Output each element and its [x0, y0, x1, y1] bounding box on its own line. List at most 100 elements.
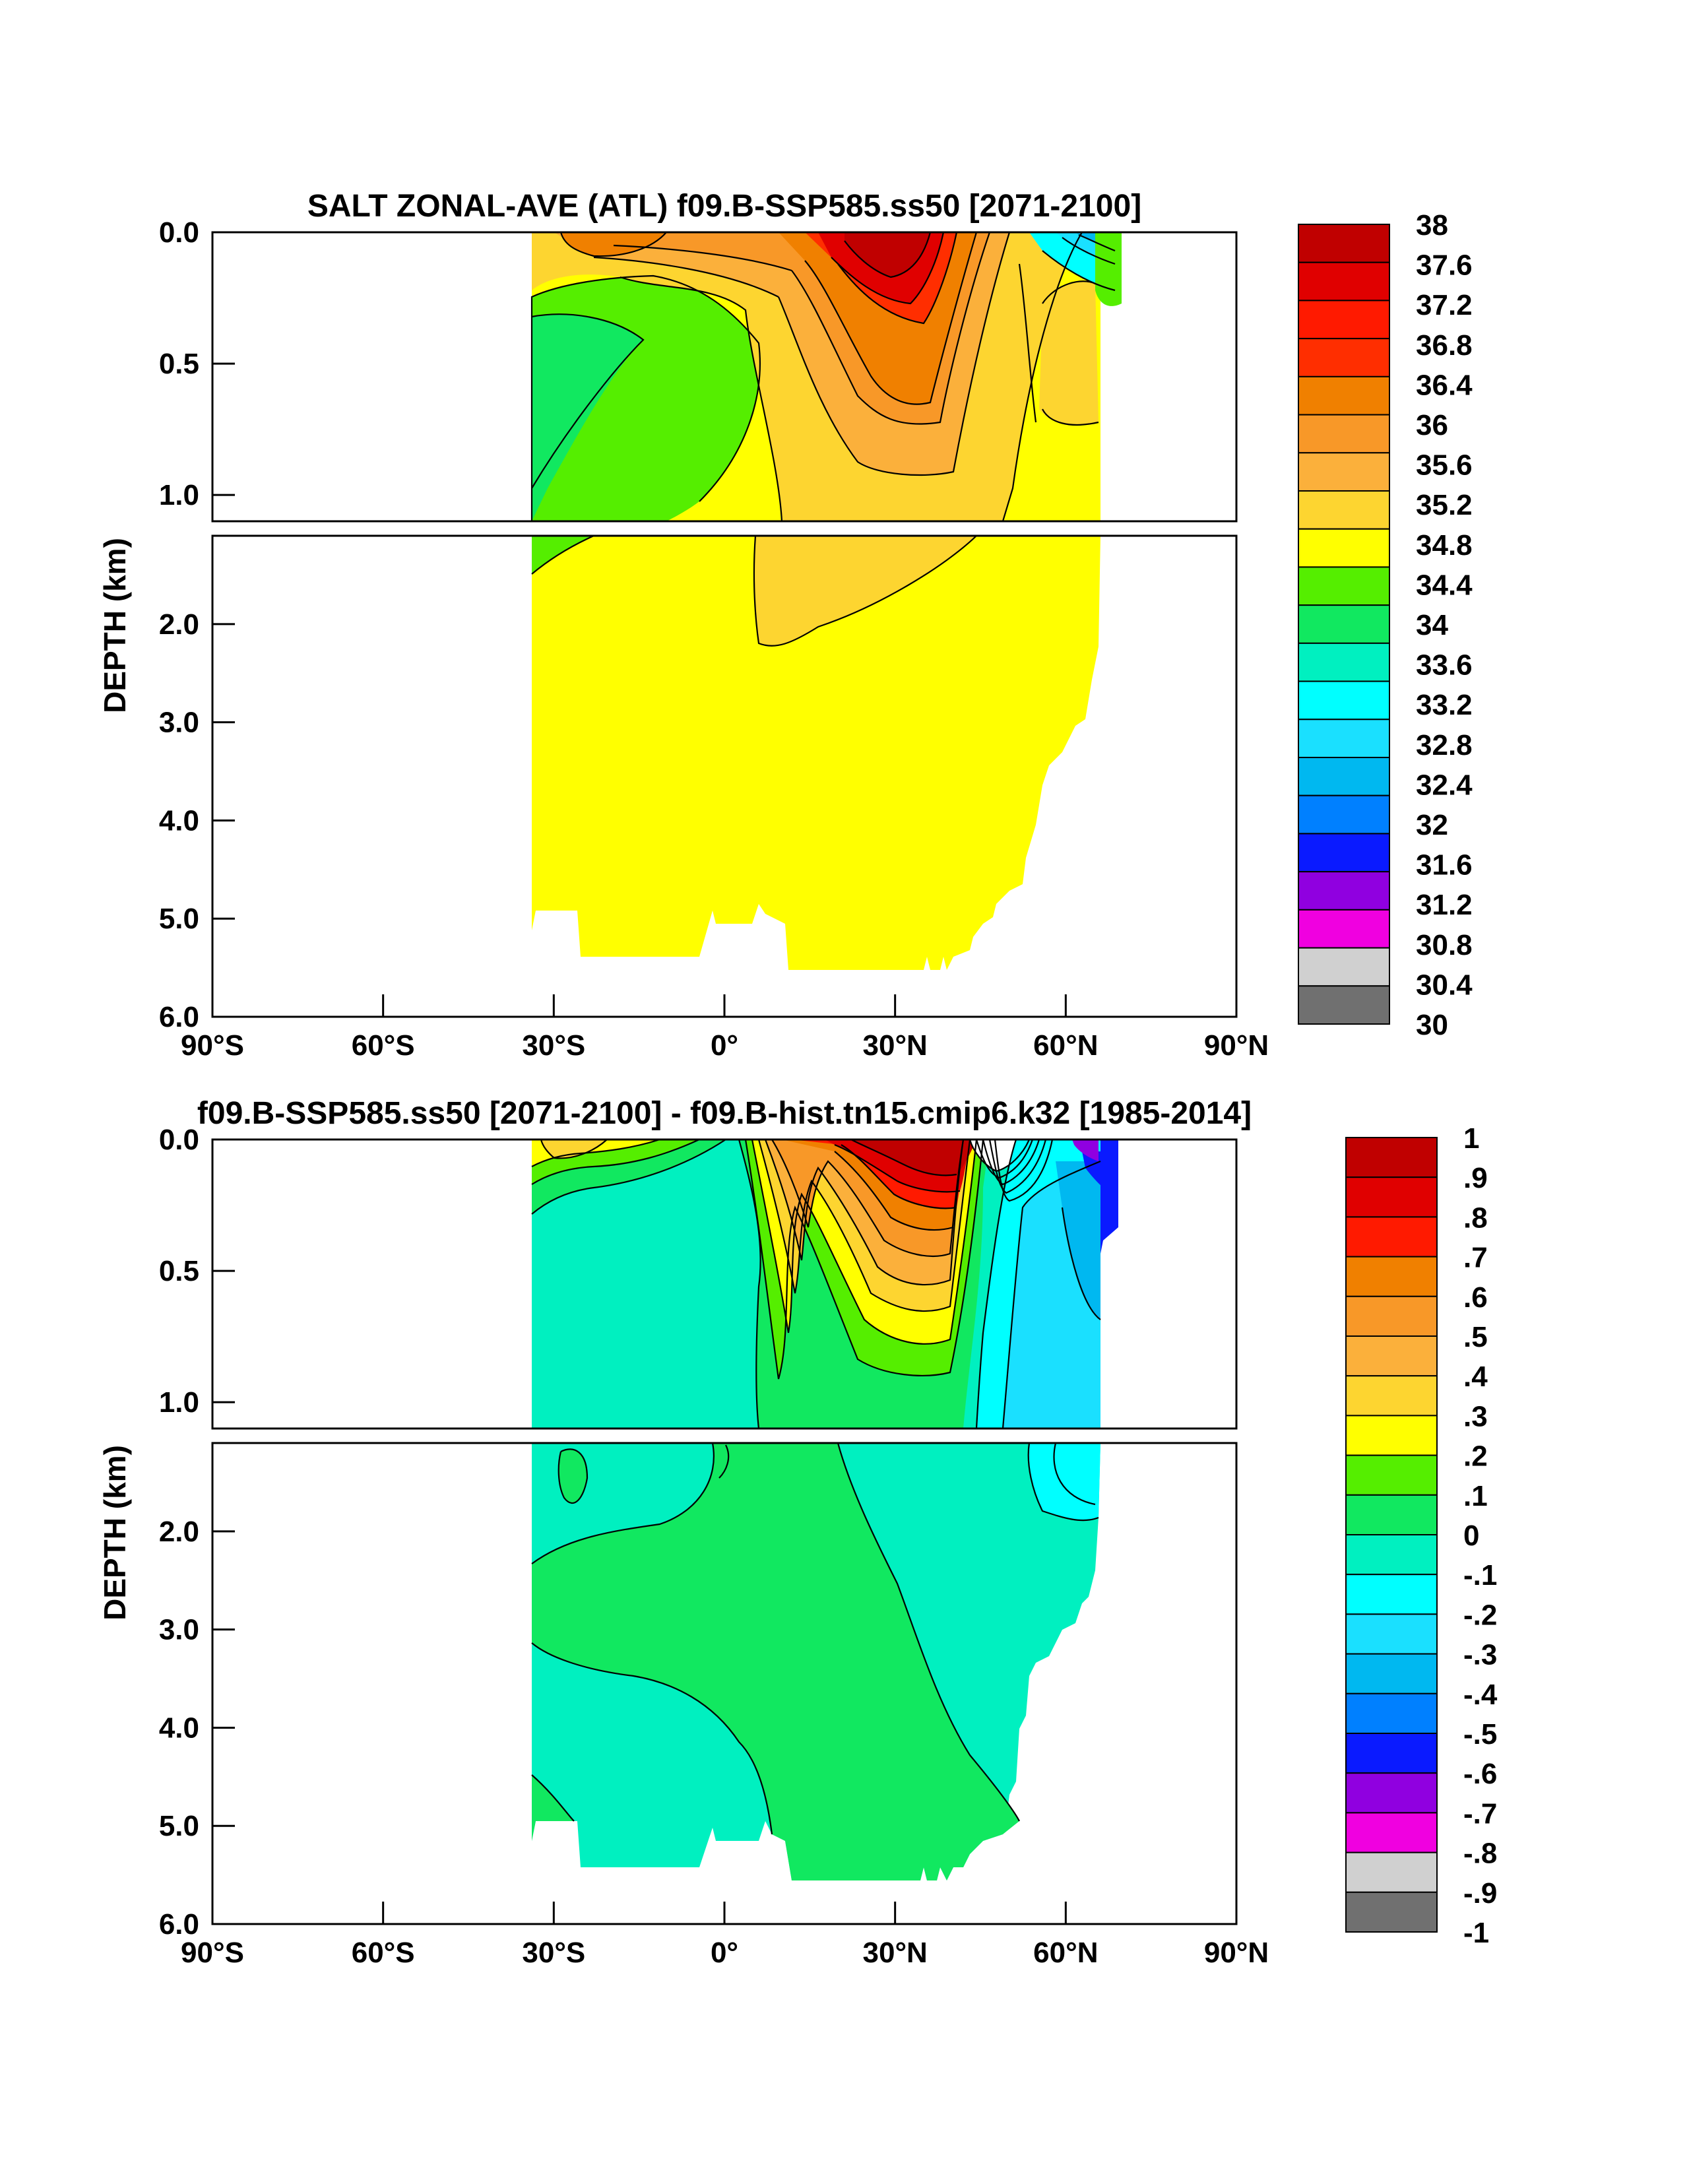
difference-deep-plus-01-south [532, 1775, 577, 1841]
colorbar-label: 32.4 [1416, 769, 1473, 801]
colorbar-swatch [1345, 1812, 1438, 1853]
difference-chart-title: f09.B-SSP585.ss50 [2071-2100] - f09.B-hi… [197, 1096, 1252, 1131]
colorbar-label: -.4 [1463, 1679, 1498, 1711]
colorbar-swatch [1298, 490, 1390, 530]
colorbar-swatch [1298, 300, 1390, 340]
difference-panel: f09.B-SSP585.ss50 [2071-2100] - f09.B-hi… [98, 1096, 1498, 1969]
colorbar-label: 32.8 [1416, 729, 1473, 761]
colorbar-label: 32 [1416, 809, 1448, 841]
salinity-chart-title: SALT ZONAL-AVE (ATL) f09.B-SSP585.ss50 [… [307, 189, 1141, 224]
difference-subpolar-minus-07 [1072, 1140, 1099, 1161]
salinity-lower-field [531, 536, 1100, 970]
x-tick-label: 0° [711, 1937, 738, 1969]
colorbar-label: -.8 [1463, 1838, 1497, 1870]
colorbar-swatch [1345, 1176, 1438, 1218]
salinity-ylabel: DEPTH (km) [98, 538, 132, 713]
colorbar-swatch [1345, 1335, 1438, 1377]
colorbar-label: -1 [1463, 1917, 1489, 1949]
colorbar-label: 33.2 [1416, 689, 1473, 721]
salinity-panel: SALT ZONAL-AVE (ATL) f09.B-SSP585.ss50 [… [98, 189, 1473, 1062]
salinity-deep-domain [532, 536, 1100, 970]
colorbar-swatch [1298, 528, 1390, 568]
y-tick-label: 5.0 [159, 1810, 199, 1842]
y-tick-label: 4.0 [159, 804, 199, 837]
colorbar-swatch [1345, 1574, 1438, 1615]
colorbar-swatch [1298, 871, 1390, 911]
colorbar-label: -.9 [1463, 1877, 1497, 1910]
colorbar-label: 34.8 [1416, 529, 1473, 562]
colorbar-swatch [1345, 1137, 1438, 1178]
y-tick-label: 0.5 [159, 348, 199, 380]
salinity-deep-35-2 [753, 536, 976, 646]
x-tick-label: 90°S [181, 1029, 244, 1062]
colorbar-label: .5 [1463, 1321, 1488, 1353]
colorbar-label: 36 [1416, 409, 1448, 441]
colorbar-label: .8 [1463, 1202, 1488, 1234]
colorbar-label: -.6 [1463, 1758, 1497, 1790]
x-tick-label: 90°S [181, 1937, 244, 1969]
x-tick-label: 60°N [1033, 1937, 1098, 1969]
y-tick-label: 5.0 [159, 903, 199, 935]
colorbar-swatch [1298, 566, 1390, 606]
y-tick-label: 4.0 [159, 1712, 199, 1744]
y-tick-label: 0.5 [159, 1255, 199, 1287]
colorbar-label: -.7 [1463, 1797, 1497, 1830]
colorbar-label: -.3 [1463, 1639, 1497, 1671]
colorbar-swatch [1345, 1534, 1438, 1576]
colorbar-label: 35.2 [1416, 489, 1473, 521]
colorbar-label: 0 [1463, 1520, 1479, 1552]
difference-ylabel: DEPTH (km) [98, 1445, 132, 1621]
y-tick-label: 3.0 [159, 1614, 199, 1646]
colorbar-swatch [1345, 1375, 1438, 1417]
difference-deep-patch-left [558, 1449, 587, 1504]
colorbar-label: 35.6 [1416, 449, 1473, 482]
salinity-upper-contours [530, 232, 1116, 521]
colorbar-swatch [1345, 1653, 1438, 1694]
colorbar-label: 30 [1416, 1009, 1448, 1041]
difference-axes: 90°S 60°S 30°S 0° 30°N 60°N 90°N 0.0 0.5 1.0 2.0 3.… [159, 1124, 1269, 1969]
difference-ocean-east-mask [1100, 1140, 1236, 1429]
difference-subtropical-10 [851, 1140, 976, 1176]
colorbar-swatch [1345, 1692, 1438, 1735]
colorbar-swatch [1345, 1216, 1438, 1258]
colorbar-swatch [1298, 719, 1390, 759]
colorbar-swatch [1298, 794, 1390, 835]
difference-upper-frame [211, 1138, 1238, 1430]
y-tick-label: 6.0 [159, 1908, 199, 1941]
x-tick-label: 90°N [1204, 1029, 1269, 1062]
difference-colorbar: 1 .9 .8 .7 .6 .5 .4 .3 .2 .1 0 -.1 -.2 -.3 -.4 -.5 -.6 -.… [1345, 1122, 1498, 1949]
colorbar-swatch [1298, 833, 1390, 873]
colorbar-label: 36.4 [1416, 369, 1473, 401]
colorbar-label: -.5 [1463, 1718, 1497, 1750]
colorbar-swatch [1298, 909, 1390, 949]
salinity-38 [844, 232, 930, 277]
colorbar-label: .7 [1463, 1242, 1488, 1274]
y-tick-label: 6.0 [159, 1001, 199, 1033]
colorbar-swatch [1298, 757, 1390, 796]
salinity-colorbar: 38 37.6 37.2 36.8 36.4 36 35.6 35.2 34.8 34.4 34 33… [1298, 209, 1473, 1041]
colorbar-swatch [1298, 261, 1390, 302]
y-tick-label: 2.0 [159, 1516, 199, 1548]
y-tick-label: 0.0 [159, 216, 199, 249]
salinity-fresh-core [532, 314, 643, 521]
x-tick-label: 0° [711, 1029, 738, 1062]
colorbar-label: 37.2 [1416, 289, 1473, 321]
y-tick-label: 0.0 [159, 1124, 199, 1156]
colorbar-swatch [1298, 414, 1390, 454]
colorbar-label: 30.8 [1416, 929, 1473, 961]
colorbar-swatch [1345, 1613, 1438, 1655]
colorbar-label: 34.4 [1416, 569, 1473, 601]
colorbar-swatch [1298, 985, 1390, 1025]
colorbar-swatch [1345, 1415, 1438, 1456]
difference-lower-field [531, 1443, 1100, 1880]
colorbar-swatch [1345, 1256, 1438, 1297]
x-tick-label: 30°S [522, 1937, 585, 1969]
salinity-axes: 90°S 60°S 30°S 0° 30°N 60°N 90°N 0.0 0.5 1.0 2.0 3.… [159, 216, 1269, 1062]
colorbar-swatch [1298, 224, 1390, 263]
difference-upper-contours [531, 1140, 1101, 1429]
colorbar-label: 1 [1463, 1122, 1479, 1155]
colorbar-swatch [1345, 1772, 1438, 1814]
colorbar-swatch [1345, 1733, 1438, 1774]
y-tick-label: 1.0 [159, 479, 199, 511]
